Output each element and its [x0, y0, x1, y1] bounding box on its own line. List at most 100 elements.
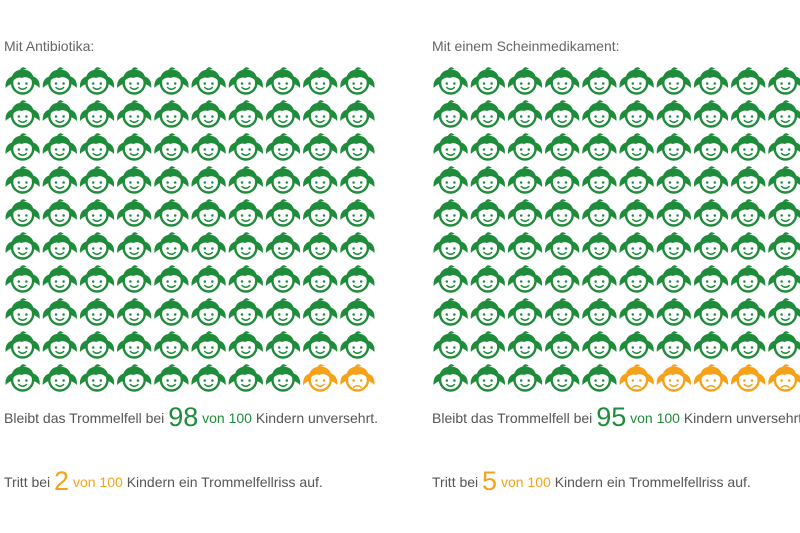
- unaffected-child-icon: [656, 166, 691, 194]
- unaffected-child-icon: [619, 100, 654, 128]
- unaffected-child-icon: [79, 364, 115, 392]
- unaffected-child-icon: [117, 364, 152, 392]
- out-of-total: von 100: [72, 474, 123, 490]
- unaffected-child-icon: [42, 232, 77, 260]
- unaffected-child-icon: [42, 67, 77, 95]
- unaffected-child-icon: [768, 133, 800, 161]
- unaffected-child-icon: [507, 298, 543, 326]
- out-of-total: von 100: [500, 474, 551, 490]
- unaffected-child-icon: [470, 364, 505, 392]
- unaffected-child-icon: [191, 331, 226, 359]
- unaffected-child-icon: [117, 199, 152, 227]
- unaffected-child-icon: [42, 364, 77, 392]
- unaffected-child-icon: [619, 331, 654, 359]
- unaffected-child-icon: [582, 331, 617, 359]
- unaffected-child-icon: [433, 331, 468, 359]
- unaffected-child-icon: [265, 364, 301, 392]
- unaffected-child-icon: [154, 166, 189, 194]
- unaffected-child-icon: [731, 199, 766, 227]
- unaffected-child-icon: [42, 265, 77, 293]
- out-of-total: von 100: [202, 410, 252, 426]
- unaffected-child-icon: [470, 298, 505, 326]
- unaffected-child-icon: [768, 199, 800, 227]
- unaffected-child-icon: [731, 331, 766, 359]
- unaffected-child-icon: [582, 166, 617, 194]
- unaffected-child-icon: [191, 199, 226, 227]
- unaffected-child-icon: [340, 166, 375, 194]
- unaffected-child-icon: [5, 265, 40, 293]
- unaffected-child-icon: [731, 166, 766, 194]
- unaffected-child-icon: [731, 67, 766, 95]
- unaffected-child-icon: [433, 265, 468, 293]
- unaffected-statement: Bleibt das Trommelfell bei 95 von 100 Ki…: [432, 404, 800, 431]
- chart-title: Mit einem Scheinmedikament:: [432, 38, 620, 54]
- statement-prefix: Tritt bei: [432, 474, 479, 490]
- unaffected-child-icon: [265, 133, 301, 161]
- pictogram-grid: [432, 66, 800, 396]
- unaffected-child-icon: [433, 166, 468, 194]
- unaffected-child-icon: [154, 100, 189, 128]
- unaffected-child-icon: [5, 199, 40, 227]
- unaffected-child-icon: [5, 67, 40, 95]
- unaffected-child-icon: [5, 298, 40, 326]
- unaffected-child-icon: [191, 265, 226, 293]
- unaffected-child-icon: [582, 199, 617, 227]
- unaffected-child-icon: [303, 166, 338, 194]
- unaffected-child-icon: [731, 232, 766, 260]
- unaffected-child-icon: [507, 133, 543, 161]
- unaffected-child-icon: [619, 265, 654, 293]
- unaffected-child-icon: [470, 232, 505, 260]
- unaffected-child-icon: [5, 100, 40, 128]
- unaffected-child-icon: [545, 133, 580, 161]
- unaffected-child-icon: [582, 232, 617, 260]
- unaffected-child-icon: [5, 133, 40, 161]
- unaffected-child-icon: [5, 232, 40, 260]
- unaffected-child-icon: [228, 232, 263, 260]
- unaffected-child-icon: [768, 67, 800, 95]
- unaffected-child-icon: [42, 166, 77, 194]
- unaffected-child-icon: [693, 133, 729, 161]
- unaffected-child-icon: [265, 331, 301, 359]
- unaffected-child-icon: [582, 100, 617, 128]
- unaffected-child-icon: [303, 331, 338, 359]
- unaffected-child-icon: [433, 100, 468, 128]
- unaffected-child-icon: [340, 232, 375, 260]
- unaffected-child-icon: [79, 166, 115, 194]
- unaffected-child-icon: [265, 199, 301, 227]
- unaffected-child-icon: [154, 331, 189, 359]
- unaffected-child-icon: [545, 166, 580, 194]
- unaffected-child-icon: [340, 265, 375, 293]
- unaffected-child-icon: [191, 100, 226, 128]
- unaffected-child-icon: [507, 166, 543, 194]
- unaffected-child-icon: [656, 232, 691, 260]
- affected-statement: Tritt bei 2 von 100 Kindern ein Trommelf…: [4, 466, 384, 497]
- unaffected-child-icon: [265, 100, 301, 128]
- unaffected-child-icon: [265, 265, 301, 293]
- unaffected-child-icon: [693, 232, 729, 260]
- unaffected-child-icon: [228, 100, 263, 128]
- unaffected-child-icon: [470, 100, 505, 128]
- unaffected-child-icon: [656, 331, 691, 359]
- unaffected-child-icon: [228, 67, 263, 95]
- unaffected-child-icon: [228, 199, 263, 227]
- unaffected-child-icon: [154, 232, 189, 260]
- unaffected-child-icon: [154, 199, 189, 227]
- unaffected-child-icon: [507, 100, 543, 128]
- unaffected-child-icon: [470, 199, 505, 227]
- unaffected-child-icon: [42, 199, 77, 227]
- pictogram-svg: [5, 67, 375, 392]
- unaffected-child-icon: [42, 298, 77, 326]
- unaffected-child-icon: [507, 67, 543, 95]
- unaffected-child-icon: [470, 133, 505, 161]
- unaffected-child-icon: [79, 199, 115, 227]
- unaffected-child-icon: [117, 265, 152, 293]
- unaffected-child-icon: [470, 331, 505, 359]
- unaffected-child-icon: [545, 364, 580, 392]
- unaffected-child-icon: [191, 364, 226, 392]
- unaffected-child-icon: [470, 166, 505, 194]
- unaffected-child-icon: [768, 166, 800, 194]
- unaffected-child-icon: [117, 133, 152, 161]
- unaffected-child-icon: [42, 100, 77, 128]
- unaffected-statement: Bleibt das Trommelfell bei 98 von 100 Ki…: [4, 404, 384, 431]
- unaffected-child-icon: [582, 265, 617, 293]
